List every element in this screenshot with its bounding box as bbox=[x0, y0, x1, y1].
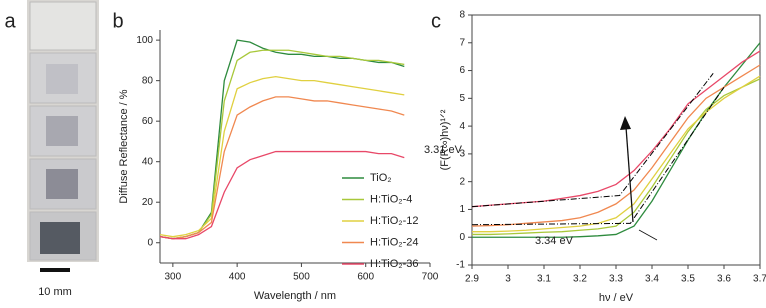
x-tick-label: 3 bbox=[505, 274, 511, 285]
y-tick-label: 40 bbox=[142, 156, 154, 167]
y-tick-label: 80 bbox=[142, 75, 154, 86]
x-tick-label: 700 bbox=[422, 272, 439, 283]
pointer bbox=[638, 229, 658, 241]
scale-bar bbox=[40, 268, 70, 272]
legend-label: H:TiO₂-4 bbox=[370, 193, 412, 205]
x-tick-label: 300 bbox=[165, 272, 182, 283]
series-line bbox=[471, 64, 761, 227]
x-tick-label: 400 bbox=[229, 272, 246, 283]
x-tick-label: 600 bbox=[357, 272, 374, 283]
x-tick-label: 3.5 bbox=[681, 274, 695, 285]
y-tick-label: 3 bbox=[459, 149, 465, 160]
x-tick-label: 3.2 bbox=[573, 274, 587, 285]
y-tick-label: 5 bbox=[459, 93, 465, 104]
plot-frame bbox=[471, 14, 761, 266]
annotation: 3.34 eV bbox=[535, 235, 574, 247]
x-tick-label: 500 bbox=[293, 272, 310, 283]
x-axis-label: Wavelength / nm bbox=[254, 290, 336, 302]
legend-label: TiO₂ bbox=[370, 172, 392, 184]
panel-label: a bbox=[4, 10, 16, 32]
series-line bbox=[159, 39, 405, 240]
y-tick-label: 2 bbox=[459, 176, 465, 187]
arrow bbox=[625, 126, 634, 223]
x-axis-label: hν / eV bbox=[599, 292, 634, 304]
series-line bbox=[159, 96, 405, 240]
arrow-head bbox=[620, 116, 631, 130]
film bbox=[29, 1, 97, 51]
panel-label: c bbox=[431, 10, 441, 32]
y-tick-label: 0 bbox=[459, 232, 465, 243]
legend-label: H:TiO₂-12 bbox=[370, 215, 418, 227]
series-line bbox=[159, 75, 405, 238]
x-tick-label: 3.7 bbox=[753, 274, 766, 285]
y-tick-label: 20 bbox=[142, 197, 154, 208]
y-axis-label: Diffuse Reflectance / % bbox=[118, 89, 130, 203]
x-tick-label: 3.4 bbox=[645, 274, 659, 285]
legend-label: H:TiO₂-36 bbox=[370, 258, 418, 270]
y-tick-label: 60 bbox=[142, 116, 154, 127]
series-line bbox=[471, 73, 714, 208]
film-spot bbox=[46, 116, 78, 146]
y-axis-label: (F(R∞)hν)¹ᐟ² bbox=[439, 109, 451, 170]
annotation: 3.31 eV bbox=[424, 144, 463, 156]
series-line bbox=[472, 78, 761, 236]
scale-bar-label: 10 mm bbox=[38, 286, 72, 298]
legend-label: H:TiO₂-24 bbox=[370, 236, 418, 248]
photo: 10 mm a bbox=[4, 0, 99, 298]
series-line bbox=[471, 86, 725, 226]
y-tick-label: 8 bbox=[459, 10, 465, 21]
series-line bbox=[471, 50, 761, 208]
x-tick-label: 2.9 bbox=[465, 274, 479, 285]
series-line bbox=[472, 75, 761, 233]
x-tick-label: 3.6 bbox=[717, 274, 731, 285]
film-spot bbox=[46, 64, 78, 94]
y-tick-label: 7 bbox=[459, 37, 465, 48]
series-line bbox=[159, 150, 405, 240]
x-tick-label: 3.3 bbox=[609, 274, 623, 285]
y-tick-label: -1 bbox=[456, 260, 465, 271]
film-spot bbox=[40, 222, 80, 254]
series-line bbox=[472, 42, 761, 238]
y-tick-label: 6 bbox=[459, 65, 465, 76]
y-tick-label: 0 bbox=[147, 237, 153, 248]
y-tick-label: 100 bbox=[136, 35, 153, 46]
y-tick-label: 1 bbox=[459, 204, 465, 215]
series-line bbox=[159, 49, 405, 240]
panel-label: b bbox=[112, 10, 123, 32]
x-tick-label: 3.1 bbox=[537, 274, 551, 285]
film-spot bbox=[46, 169, 78, 199]
y-tick-label: 4 bbox=[459, 121, 465, 132]
